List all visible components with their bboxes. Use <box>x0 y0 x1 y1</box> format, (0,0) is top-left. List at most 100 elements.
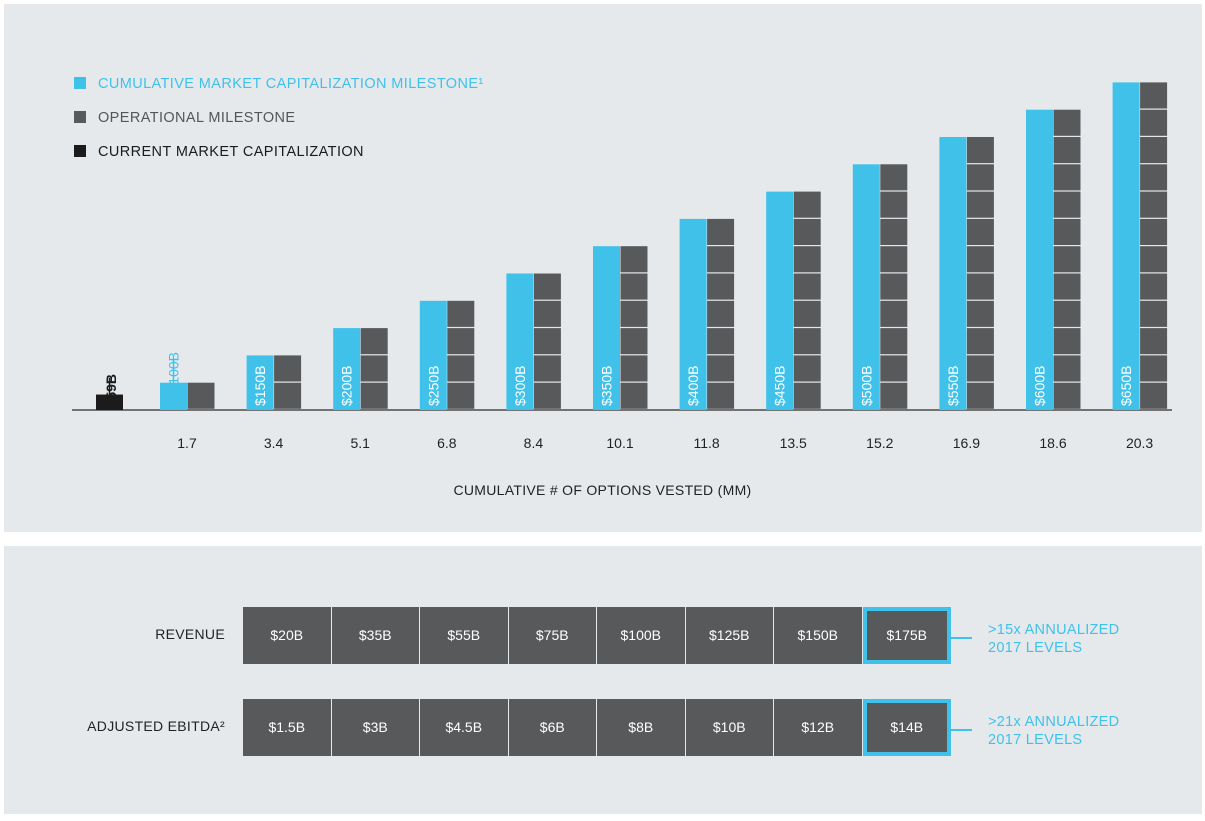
market-cap-milestone-bar <box>419 300 447 410</box>
market-cap-milestone-bar <box>593 246 620 410</box>
operational-milestone-block <box>793 273 821 300</box>
ebitda-note: >21x ANNUALIZED 2017 LEVELS <box>988 713 1119 749</box>
operational-milestone-block <box>274 355 302 382</box>
milestone-value-label: $500B <box>858 366 874 406</box>
operational-milestone-block <box>1053 218 1081 245</box>
operational-milestone-block <box>1140 137 1168 164</box>
legend-swatch-operational-milestone <box>74 111 86 123</box>
market-cap-milestone-bar <box>1112 82 1140 411</box>
milestone-value-label: $450B <box>772 366 788 406</box>
market-cap-milestone-bar <box>679 218 707 410</box>
ebitda-row-label: ADJUSTED EBITDA² <box>87 718 225 734</box>
operational-milestone-block <box>1053 191 1081 218</box>
x-tick-label: 5.1 <box>350 435 370 451</box>
operational-milestone-block <box>793 246 821 273</box>
revenue-note-connector <box>950 637 972 639</box>
milestone-cell: $6B <box>508 699 597 756</box>
milestone-value-label: $100B <box>166 352 182 392</box>
market-cap-milestone-bar <box>333 328 361 410</box>
milestone-cell: $3B <box>331 699 420 756</box>
milestone-cell: $75B <box>508 607 597 664</box>
operational-milestone-block <box>360 355 388 382</box>
operational-milestone-block <box>1053 355 1081 382</box>
x-axis-title: CUMULATIVE # OF OPTIONS VESTED (MM) <box>453 482 752 498</box>
legend-label: OPERATIONAL MILESTONE <box>98 110 296 126</box>
operational-milestone-block <box>533 328 561 355</box>
operational-milestone-block <box>360 382 388 409</box>
operational-milestone-block <box>880 273 908 300</box>
operational-milestone-block <box>1053 246 1081 273</box>
milestone-cell: $8B <box>597 699 686 756</box>
revenue-row-label: REVENUE <box>155 626 225 642</box>
operational-milestone-block <box>966 382 994 409</box>
operational-milestone-block <box>707 218 735 245</box>
operational-milestone-block <box>447 355 475 382</box>
operational-milestone-block <box>1140 273 1168 300</box>
revenue-note-line: >15x ANNUALIZED <box>988 622 1120 638</box>
operational-milestone-block <box>880 355 908 382</box>
operational-milestone-block <box>620 246 648 273</box>
milestone-cell: $55B <box>420 607 509 664</box>
operational-milestone-block <box>793 355 821 382</box>
x-tick-label: 10.1 <box>606 435 633 451</box>
milestone-table-panel <box>4 546 1202 814</box>
milestone-value-label: $250B <box>425 366 441 406</box>
operational-milestone-block <box>447 300 475 327</box>
milestone-value-label: $350B <box>599 366 615 406</box>
milestone-cell: $10B <box>685 699 774 756</box>
operational-milestone-block <box>880 300 908 327</box>
market-cap-milestone-bar <box>852 164 880 410</box>
operational-milestone-block <box>707 273 735 300</box>
market-cap-milestone-bar <box>160 382 187 410</box>
milestone-cell: $1.5B <box>243 699 332 756</box>
operational-milestone-block <box>966 137 994 164</box>
operational-milestone-block <box>966 328 994 355</box>
milestone-cell: $4.5B <box>420 699 509 756</box>
milestone-value-label: $650B <box>1118 366 1134 406</box>
legend-label: CURRENT MARKET CAPITALIZATION <box>98 144 364 160</box>
operational-milestone-block <box>880 218 908 245</box>
milestone-cell: $100B <box>597 607 686 664</box>
milestone-value-label: $150B <box>252 366 268 406</box>
operational-milestone-block <box>1053 382 1081 409</box>
operational-milestone-block <box>880 328 908 355</box>
operational-milestone-block <box>360 328 388 355</box>
operational-milestone-block <box>707 355 735 382</box>
revenue-note-line: 2017 LEVELS <box>988 640 1083 656</box>
operational-milestone-block <box>1053 137 1081 164</box>
operational-milestone-block <box>533 300 561 327</box>
legend-label: CUMULATIVE MARKET CAPITALIZATION MILESTO… <box>98 76 484 92</box>
operational-milestone-block <box>1140 109 1168 136</box>
operational-milestone-block <box>1053 109 1081 136</box>
ebitda-note-line: 2017 LEVELS <box>988 732 1083 748</box>
operational-milestone-block <box>533 273 561 300</box>
operational-milestone-block <box>966 191 994 218</box>
operational-milestone-block <box>447 328 475 355</box>
x-tick-label: 6.8 <box>437 435 457 451</box>
market-cap-milestone-bar <box>939 137 967 410</box>
market-cap-milestone-bar <box>1026 109 1053 410</box>
milestone-value-label: $300B <box>512 366 528 406</box>
operational-milestone-block <box>793 328 821 355</box>
operational-milestone-block <box>187 382 215 409</box>
milestone-value-label: $600B <box>1032 366 1048 406</box>
x-tick-label: 8.4 <box>524 435 544 451</box>
x-tick-label: 11.8 <box>693 435 719 451</box>
operational-milestone-block <box>966 246 994 273</box>
x-tick-label: 18.6 <box>1039 435 1066 451</box>
milestone-cell: $20B <box>243 607 332 664</box>
milestone-value-label: $200B <box>339 366 355 406</box>
market-cap-milestone-bar <box>766 191 794 410</box>
operational-milestone-block <box>1140 164 1168 191</box>
operational-milestone-block <box>620 328 648 355</box>
operational-milestone-block <box>620 382 648 409</box>
operational-milestone-block <box>1053 164 1081 191</box>
operational-milestone-block <box>793 218 821 245</box>
x-tick-label: 1.7 <box>177 435 197 451</box>
operational-milestone-block <box>1140 355 1168 382</box>
operational-milestone-block <box>620 355 648 382</box>
legend-item-operational-milestone: OPERATIONAL MILESTONE <box>74 110 295 126</box>
ebitda-note-connector <box>950 729 972 731</box>
ebitda-note-line: >21x ANNUALIZED <box>988 714 1120 730</box>
